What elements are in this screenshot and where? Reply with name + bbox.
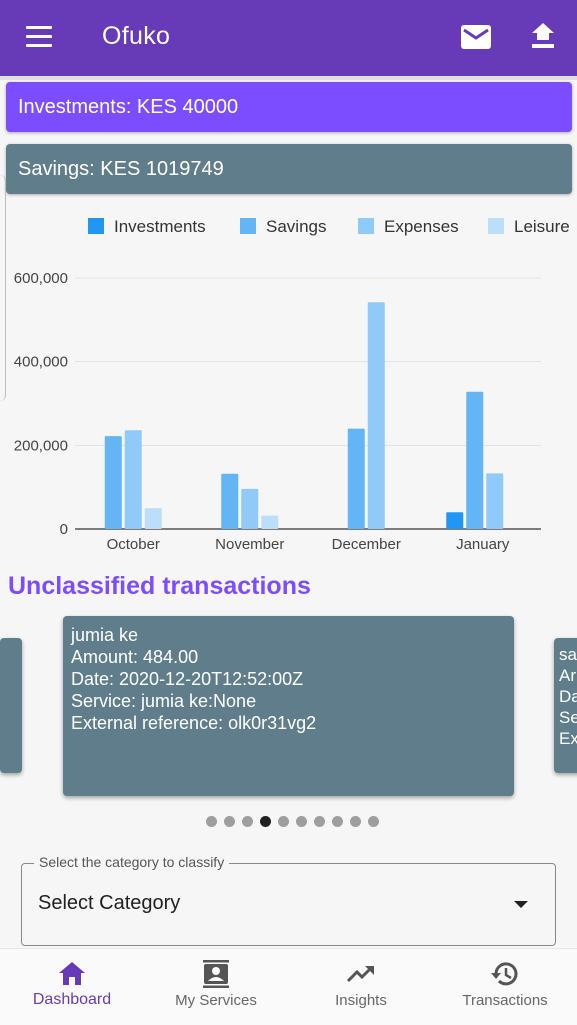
y-tick-label: 600,000 bbox=[14, 270, 68, 287]
pager-dot[interactable] bbox=[260, 816, 271, 827]
nav-my-services[interactable]: My Services bbox=[144, 949, 288, 1025]
history-icon bbox=[490, 959, 520, 989]
app-bar: Ofuko bbox=[0, 0, 577, 76]
transaction-date: Date: 2020-12-20T12:52:00Z bbox=[71, 669, 304, 689]
transaction-amount: Amount: 484.00 bbox=[71, 647, 199, 667]
contact-card-icon bbox=[201, 959, 231, 989]
chart-plot-area: 0 200,000 400,000 600,000 October November Dec… bbox=[14, 270, 541, 553]
category-select-value: Select Category bbox=[38, 892, 181, 914]
transaction-reference: External reference: olk0r31vg2 bbox=[71, 713, 317, 733]
legend-swatch bbox=[240, 218, 256, 234]
bar-leisure-november bbox=[261, 515, 279, 529]
bar-savings-december bbox=[347, 428, 365, 529]
pager-dot[interactable] bbox=[368, 816, 379, 827]
chevron-down-icon bbox=[514, 901, 528, 908]
legend-swatch bbox=[358, 218, 374, 234]
nav-label: Transactions bbox=[462, 992, 548, 1009]
y-tick-label: 400,000 bbox=[14, 354, 68, 371]
bar-savings-january bbox=[466, 391, 484, 529]
monthly-bar-chart: Investments Savings Expenses Leisure 0 20… bbox=[0, 205, 577, 560]
bottom-navigation: Dashboard My Services Insights Transacti… bbox=[0, 948, 577, 1025]
legend-swatch bbox=[88, 218, 104, 234]
section-title: Unclassified transactions bbox=[8, 572, 311, 600]
x-tick-label: December bbox=[332, 536, 401, 553]
next-card-text: sa bbox=[559, 645, 577, 664]
legend-item-leisure: Leisure bbox=[488, 217, 570, 241]
y-tick-label: 0 bbox=[60, 521, 68, 538]
nav-transactions[interactable]: Transactions bbox=[433, 949, 577, 1025]
legend-label: Leisure bbox=[514, 217, 570, 236]
nav-label: Insights bbox=[335, 992, 387, 1009]
pager-dot[interactable] bbox=[224, 816, 235, 827]
legend-label: Expenses bbox=[384, 217, 459, 236]
next-card-text: Ex bbox=[559, 729, 577, 748]
bar-expenses-january bbox=[486, 473, 504, 529]
transaction-name: jumia ke bbox=[71, 625, 139, 645]
x-tick-label: October bbox=[107, 536, 160, 553]
savings-summary[interactable]: Savings: KES 1019749 bbox=[6, 144, 572, 194]
next-card-text: Se bbox=[559, 708, 577, 727]
pager-dot[interactable] bbox=[350, 816, 361, 827]
side-drawer-edge bbox=[0, 175, 6, 401]
legend-item-savings: Savings bbox=[240, 217, 326, 241]
next-card-text: Da bbox=[559, 687, 577, 706]
transaction-card[interactable]: jumia ke Amount: 484.00 Date: 2020-12-20… bbox=[63, 616, 514, 796]
legend-label: Savings bbox=[266, 217, 327, 236]
pager-dot[interactable] bbox=[314, 816, 325, 827]
category-select-label: Select the category to classify bbox=[34, 854, 230, 870]
chart-legend: Investments Savings Expenses Leisure bbox=[0, 217, 577, 241]
pager-dot[interactable] bbox=[206, 816, 217, 827]
pager-dot[interactable] bbox=[332, 816, 343, 827]
bar-leisure-october bbox=[144, 508, 162, 529]
previous-transaction-card[interactable] bbox=[0, 638, 22, 773]
bar-investments-january bbox=[446, 512, 464, 529]
nav-label: Dashboard bbox=[32, 991, 112, 1008]
legend-swatch bbox=[488, 218, 504, 234]
pager-dot[interactable] bbox=[242, 816, 253, 827]
bar-expenses-december bbox=[367, 302, 385, 529]
menu-icon[interactable] bbox=[26, 26, 52, 48]
x-tick-label: January bbox=[456, 536, 510, 553]
legend-item-expenses: Expenses bbox=[358, 217, 459, 241]
y-tick-label: 200,000 bbox=[14, 437, 68, 454]
investments-summary[interactable]: Investments: KES 40000 bbox=[6, 82, 572, 132]
legend-label: Investments bbox=[114, 217, 206, 236]
app-bar-divider bbox=[0, 76, 577, 80]
bar-expenses-october bbox=[124, 430, 142, 529]
bar-savings-november bbox=[221, 473, 239, 529]
transaction-service: Service: jumia ke:None bbox=[71, 691, 257, 711]
home-icon bbox=[57, 959, 87, 989]
legend-item-investments: Investments bbox=[88, 217, 206, 241]
trending-up-icon bbox=[346, 959, 376, 989]
mail-icon[interactable] bbox=[460, 24, 492, 50]
nav-dashboard[interactable]: Dashboard bbox=[0, 949, 144, 1025]
app-title: Ofuko bbox=[102, 22, 171, 50]
pager-dot[interactable] bbox=[296, 816, 307, 827]
pager-dot[interactable] bbox=[278, 816, 289, 827]
x-tick-label: November bbox=[215, 536, 284, 553]
nav-label: My Services bbox=[175, 992, 257, 1009]
bar-savings-october bbox=[104, 436, 122, 529]
nav-insights[interactable]: Insights bbox=[289, 949, 433, 1025]
next-card-text: Ar bbox=[559, 666, 576, 685]
upload-icon[interactable] bbox=[530, 22, 556, 50]
category-select[interactable]: Select the category to classify Select C… bbox=[21, 854, 556, 946]
bar-expenses-november bbox=[241, 488, 259, 529]
next-transaction-card[interactable]: sa Ar Da Se Ex bbox=[554, 638, 577, 773]
